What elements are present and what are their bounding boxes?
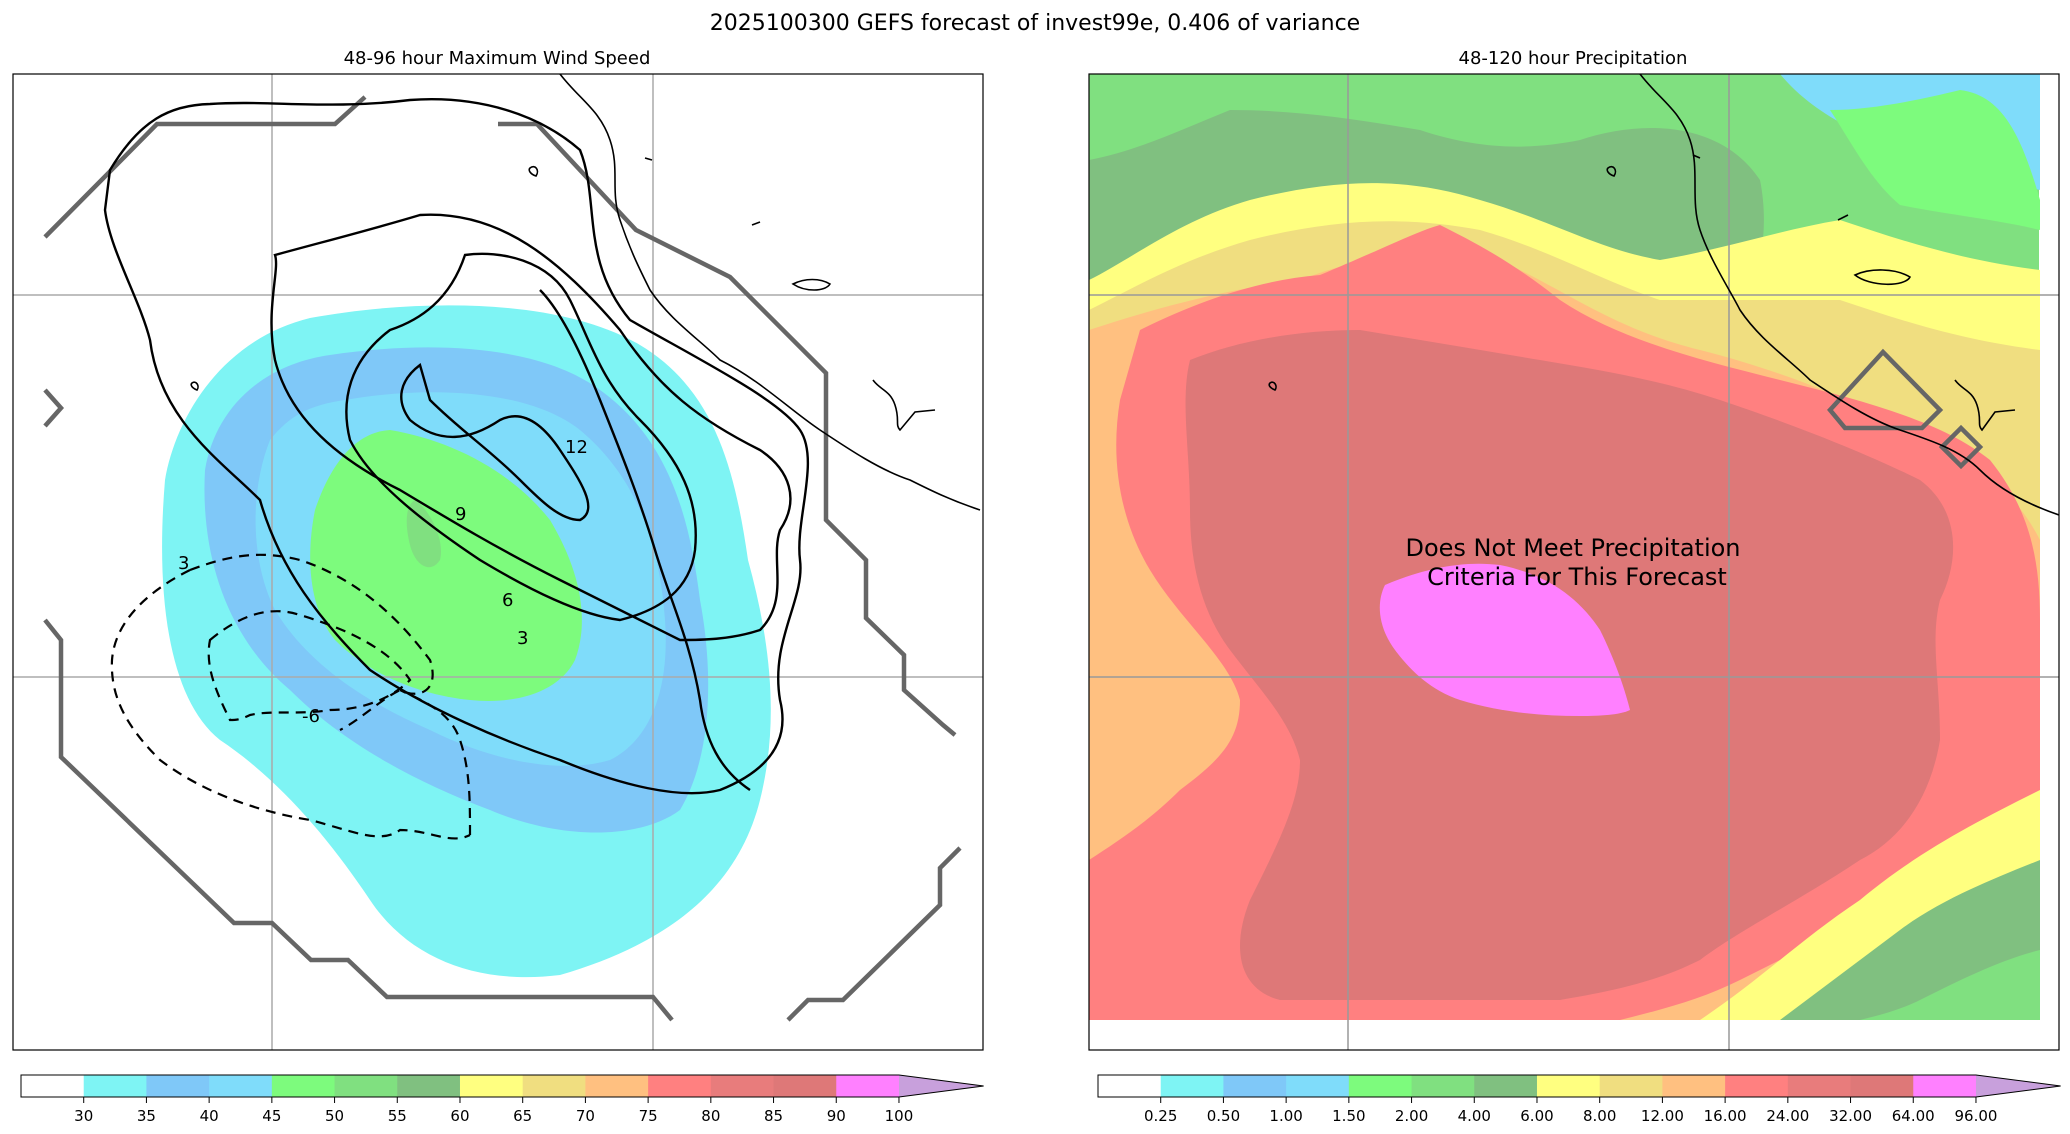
colorbar-segment — [1411, 1075, 1475, 1097]
left-colorbar: 30 35 40 45 50 55 60 65 70 75 80 85 90 100 — [20, 1074, 984, 1125]
wind-50kt-area — [310, 430, 582, 701]
colorbar-tick-label: 40 — [200, 1107, 219, 1125]
colorbar-tick-label: 4.00 — [1458, 1107, 1491, 1125]
colorbar-tick-label: 75 — [639, 1107, 658, 1125]
colorbar-tick-label: 0.25 — [1144, 1107, 1177, 1125]
colorbar-segment — [585, 1075, 649, 1097]
contour-label: 3 — [178, 553, 189, 574]
colorbar-segment — [21, 1075, 85, 1097]
colorbar-tick-label: 35 — [137, 1107, 156, 1125]
colorbar-segment — [1787, 1075, 1852, 1097]
colorbar-tick-label: 1.50 — [1332, 1107, 1365, 1125]
colorbar-segment — [1850, 1075, 1914, 1097]
colorbar-segment — [1975, 1075, 2061, 1097]
colorbar-tick-label: 0.50 — [1207, 1107, 1240, 1125]
colorbar-segment — [1599, 1075, 1663, 1097]
colorbar-outline — [1097, 1074, 2061, 1098]
right-panel-title: 48-120 hour Precipitation — [1459, 48, 1688, 69]
colorbar-tick-label: 6.00 — [1520, 1107, 1553, 1125]
left-solid-contours — [103, 98, 809, 795]
right-map-frame — [1088, 73, 2060, 1051]
colorbar-outline — [20, 1074, 984, 1098]
colorbar-segment — [648, 1075, 712, 1097]
colorbar-segment — [334, 1075, 398, 1097]
contour-label: 6 — [502, 590, 513, 611]
colorbar-segment — [522, 1075, 586, 1097]
left-coastline — [190, 74, 981, 511]
precip-note-line2: Criteria For This Forecast — [1427, 563, 1727, 591]
colorbar-tick-label: 1.00 — [1269, 1107, 1302, 1125]
left-track-cone-lower — [43, 618, 962, 1022]
colorbar-segment — [397, 1075, 461, 1097]
left-map: 12 9 6 3 3 -6 — [13, 74, 983, 1050]
colorbar-tick-label: 45 — [262, 1107, 281, 1125]
colorbar-tick-label: 70 — [576, 1107, 595, 1125]
right-colorbar: 0.25 0.50 1.00 1.50 2.00 4.00 6.00 8.00 12.00 16.… — [1097, 1074, 2061, 1125]
colorbar-segment — [710, 1075, 775, 1097]
contour-label: 12 — [565, 437, 588, 458]
colorbar-tick-label: 30 — [74, 1107, 93, 1125]
colorbar-tick-label: 24.00 — [1766, 1107, 1809, 1125]
precip-lower-right-green2 — [1860, 950, 2040, 1020]
colorbar-segment — [1662, 1075, 1726, 1097]
colorbar-tick-label: 60 — [450, 1107, 469, 1125]
colorbar-segment — [1223, 1075, 1287, 1097]
colorbar-tick-label: 32.00 — [1829, 1107, 1872, 1125]
contour-label: -6 — [302, 706, 320, 727]
precip-64-96-area — [1379, 563, 1630, 716]
colorbar-segment — [1160, 1075, 1224, 1097]
colorbar-segment — [898, 1075, 984, 1097]
precip-top-right-green — [1830, 90, 2040, 230]
colorbar-tick-label: 96.00 — [1954, 1107, 1997, 1125]
colorbar-tick-label: 12.00 — [1641, 1107, 1684, 1125]
colorbar-segment — [83, 1075, 147, 1097]
colorbar-tick-label: 85 — [764, 1107, 783, 1125]
right-coastline — [1268, 74, 2059, 516]
colorbar-tick-label: 64.00 — [1892, 1107, 1935, 1125]
colorbar-segment — [459, 1075, 524, 1097]
colorbar-segment — [1286, 1075, 1350, 1097]
colorbar-tick-label: 90 — [827, 1107, 846, 1125]
colorbar-segment — [773, 1075, 837, 1097]
contour-label: 3 — [517, 628, 528, 649]
colorbar-segment — [1474, 1075, 1538, 1097]
colorbar-segment — [836, 1075, 900, 1097]
colorbar-tick-label: 65 — [513, 1107, 532, 1125]
colorbar-tick-label: 16.00 — [1704, 1107, 1747, 1125]
figure-title: 2025100300 GEFS forecast of invest99e, 0… — [710, 11, 1360, 36]
colorbar-segment — [146, 1075, 210, 1097]
precip-note-line1: Does Not Meet Precipitation — [1405, 534, 1740, 562]
right-track-marker — [1827, 348, 1944, 431]
colorbar-segment — [1098, 1075, 1162, 1097]
left-map-frame — [12, 73, 984, 1051]
right-grid — [1089, 74, 2059, 1050]
colorbar-tick-label: 2.00 — [1395, 1107, 1428, 1125]
wind-55kt-area — [406, 500, 441, 568]
colorbar-segment — [1913, 1075, 1977, 1097]
colorbar-tick-label: 80 — [701, 1107, 720, 1125]
left-dashed-contours — [110, 553, 472, 840]
colorbar-segment — [271, 1075, 336, 1097]
left-track-cone-mark — [43, 388, 65, 428]
colorbar-segment — [1725, 1075, 1789, 1097]
right-track-marker-small — [1938, 424, 1984, 470]
colorbar-segment — [1348, 1075, 1413, 1097]
right-map: Does Not Meet Precipitation Criteria For… — [1089, 74, 2059, 1050]
colorbar-tick-label: 8.00 — [1583, 1107, 1616, 1125]
left-track-cone — [43, 95, 957, 737]
contour-label: 9 — [455, 504, 466, 525]
colorbar-segment — [209, 1075, 273, 1097]
colorbar-tick-label: 55 — [388, 1107, 407, 1125]
colorbar-tick-label: 50 — [325, 1107, 344, 1125]
colorbar-tick-label: 100 — [885, 1107, 914, 1125]
colorbar-segment — [1536, 1075, 1601, 1097]
left-panel-title: 48-96 hour Maximum Wind Speed — [344, 48, 651, 69]
